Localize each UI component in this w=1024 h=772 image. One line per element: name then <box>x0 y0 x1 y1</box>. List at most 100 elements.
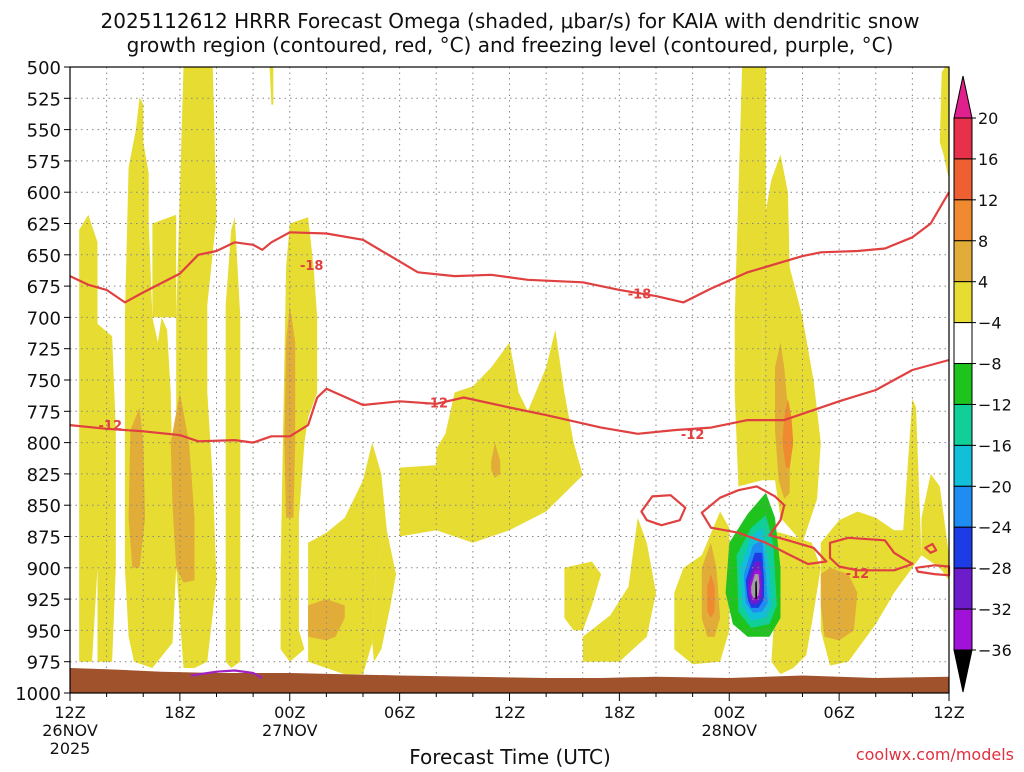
contour-layer <box>69 191 951 679</box>
y-tick-label-2: 550 <box>27 121 61 142</box>
omega-region-27 <box>820 567 858 641</box>
contour-0 <box>69 191 950 304</box>
colorbar-swatch-4 <box>953 281 973 324</box>
omega-region-12 <box>582 517 656 662</box>
credit-text: coolwx.com/models <box>856 745 1014 764</box>
colorbar-label-9: −20 <box>978 477 1012 496</box>
x-tick-label-0-2: 2025 <box>50 739 91 758</box>
x-tick-label-8-0: 12Z <box>933 703 964 722</box>
omega-region-14 <box>734 67 766 487</box>
contour-2 <box>640 494 687 527</box>
y-tick-label-1: 525 <box>27 89 61 110</box>
colorbar-bottom-arrow <box>953 649 973 693</box>
omega-shading-layer <box>79 67 949 675</box>
contour-1 <box>69 358 950 444</box>
terrain-layer <box>70 668 949 693</box>
y-tick-label-18: 950 <box>27 621 61 642</box>
y-tick-label-19: 975 <box>27 653 61 674</box>
colorbar-swatch-8 <box>953 444 973 487</box>
y-tick-label-7: 675 <box>27 277 61 298</box>
y-tick-label-14: 850 <box>27 496 61 517</box>
colorbar-top-arrow <box>953 75 973 119</box>
chart-title-line-1: 2025112612 HRRR Forecast Omega (shaded, … <box>101 9 920 33</box>
y-tick-label-20: 1000 <box>15 684 61 705</box>
x-tick-label-2-0: 00Z <box>274 703 305 722</box>
x-tick-label-0-1: 26NOV <box>42 721 98 740</box>
y-tick-label-4: 600 <box>27 183 61 204</box>
y-tick-label-12: 800 <box>27 434 61 455</box>
colorbar-label-6: −8 <box>978 355 1002 374</box>
y-tick-label-3: 575 <box>27 152 61 173</box>
colorbar-swatch-10 <box>953 526 973 569</box>
x-tick-label-1-0: 18Z <box>164 703 195 722</box>
grid-layer <box>70 67 949 693</box>
omega-region-6 <box>269 67 274 105</box>
y-tick-label-13: 825 <box>27 465 61 486</box>
colorbar-label-8: −16 <box>978 436 1012 455</box>
omega-region-9 <box>372 530 396 662</box>
contour-7 <box>190 669 263 679</box>
colorbar-label-3: 8 <box>978 232 988 251</box>
y-tick-label-9: 725 <box>27 340 61 361</box>
colorbar-label-7: −12 <box>978 395 1012 414</box>
colorbar-swatch-1 <box>953 158 973 201</box>
omega-region-23 <box>308 599 345 641</box>
contour-label-1: -18 <box>628 288 652 303</box>
y-axis: 500 525 550 575 600 625 650 675 700 725 750 775 800 8… <box>15 58 70 705</box>
y-tick-label-11: 775 <box>27 402 61 423</box>
omega-region-38 <box>755 580 758 600</box>
x-tick-label-5-0: 18Z <box>604 703 635 722</box>
x-tick-label-0-0: 12Z <box>54 703 85 722</box>
omega-region-29 <box>707 574 715 618</box>
y-tick-label-8: 700 <box>27 308 61 329</box>
contour-label-4: -12 <box>681 428 705 443</box>
colorbar-swatch-11 <box>953 567 973 610</box>
omega-region-22 <box>284 304 296 518</box>
contour-label-0: -18 <box>300 259 324 274</box>
y-tick-label-10: 750 <box>27 371 61 392</box>
y-tick-label-0: 500 <box>27 58 61 79</box>
contour-4 <box>828 536 914 572</box>
contour-label-layer: -18 -18 -12 -12 -12 -12 <box>99 259 870 582</box>
omega-region-2 <box>124 97 177 668</box>
chart-title-line-2: growth region (contoured, red, °C) and f… <box>127 33 894 57</box>
colorbar-label-4: 4 <box>978 273 988 292</box>
x-tick-label-7-0: 06Z <box>823 703 854 722</box>
x-tick-label-4-0: 12Z <box>494 703 525 722</box>
y-tick-label-17: 925 <box>27 590 61 611</box>
omega-region-10 <box>399 329 583 543</box>
omega-region-5 <box>225 217 241 668</box>
colorbar-swatch-7 <box>953 403 973 446</box>
omega-region-21 <box>170 392 195 583</box>
colorbar-swatch-6 <box>953 363 973 405</box>
omega-region-0 <box>79 214 98 662</box>
omega-region-18 <box>921 473 949 581</box>
contour-3 <box>700 485 828 566</box>
contour-label-2: -12 <box>99 419 123 434</box>
omega-region-19 <box>939 67 949 180</box>
colorbar-swatch-9 <box>953 485 973 528</box>
colorbar-swatch-5 <box>953 322 973 365</box>
colorbar-label-13: −36 <box>978 641 1012 660</box>
colorbar-swatch-3 <box>953 240 973 283</box>
x-axis-label: Forecast Time (UTC) <box>409 745 611 768</box>
omega-region-3 <box>152 214 177 318</box>
y-tick-label-5: 625 <box>27 215 61 236</box>
x-tick-label-2-1: 27NOV <box>262 721 318 740</box>
contour-label-5: -12 <box>846 567 870 582</box>
omega-region-20 <box>128 407 146 568</box>
colorbar-label-12: −32 <box>978 600 1012 619</box>
contour-label-3: -12 <box>425 397 449 412</box>
x-tick-label-3-0: 06Z <box>384 703 415 722</box>
colorbar-label-0: 20 <box>978 109 998 128</box>
y-tick-label-16: 900 <box>27 559 61 580</box>
y-tick-label-15: 875 <box>27 528 61 549</box>
colorbar-label-10: −24 <box>978 518 1012 537</box>
colorbar-label-11: −28 <box>978 559 1012 578</box>
colorbar-swatch-12 <box>953 608 973 651</box>
y-tick-label-6: 650 <box>27 246 61 267</box>
omega-region-28 <box>782 398 794 468</box>
omega-region-1 <box>97 323 116 662</box>
